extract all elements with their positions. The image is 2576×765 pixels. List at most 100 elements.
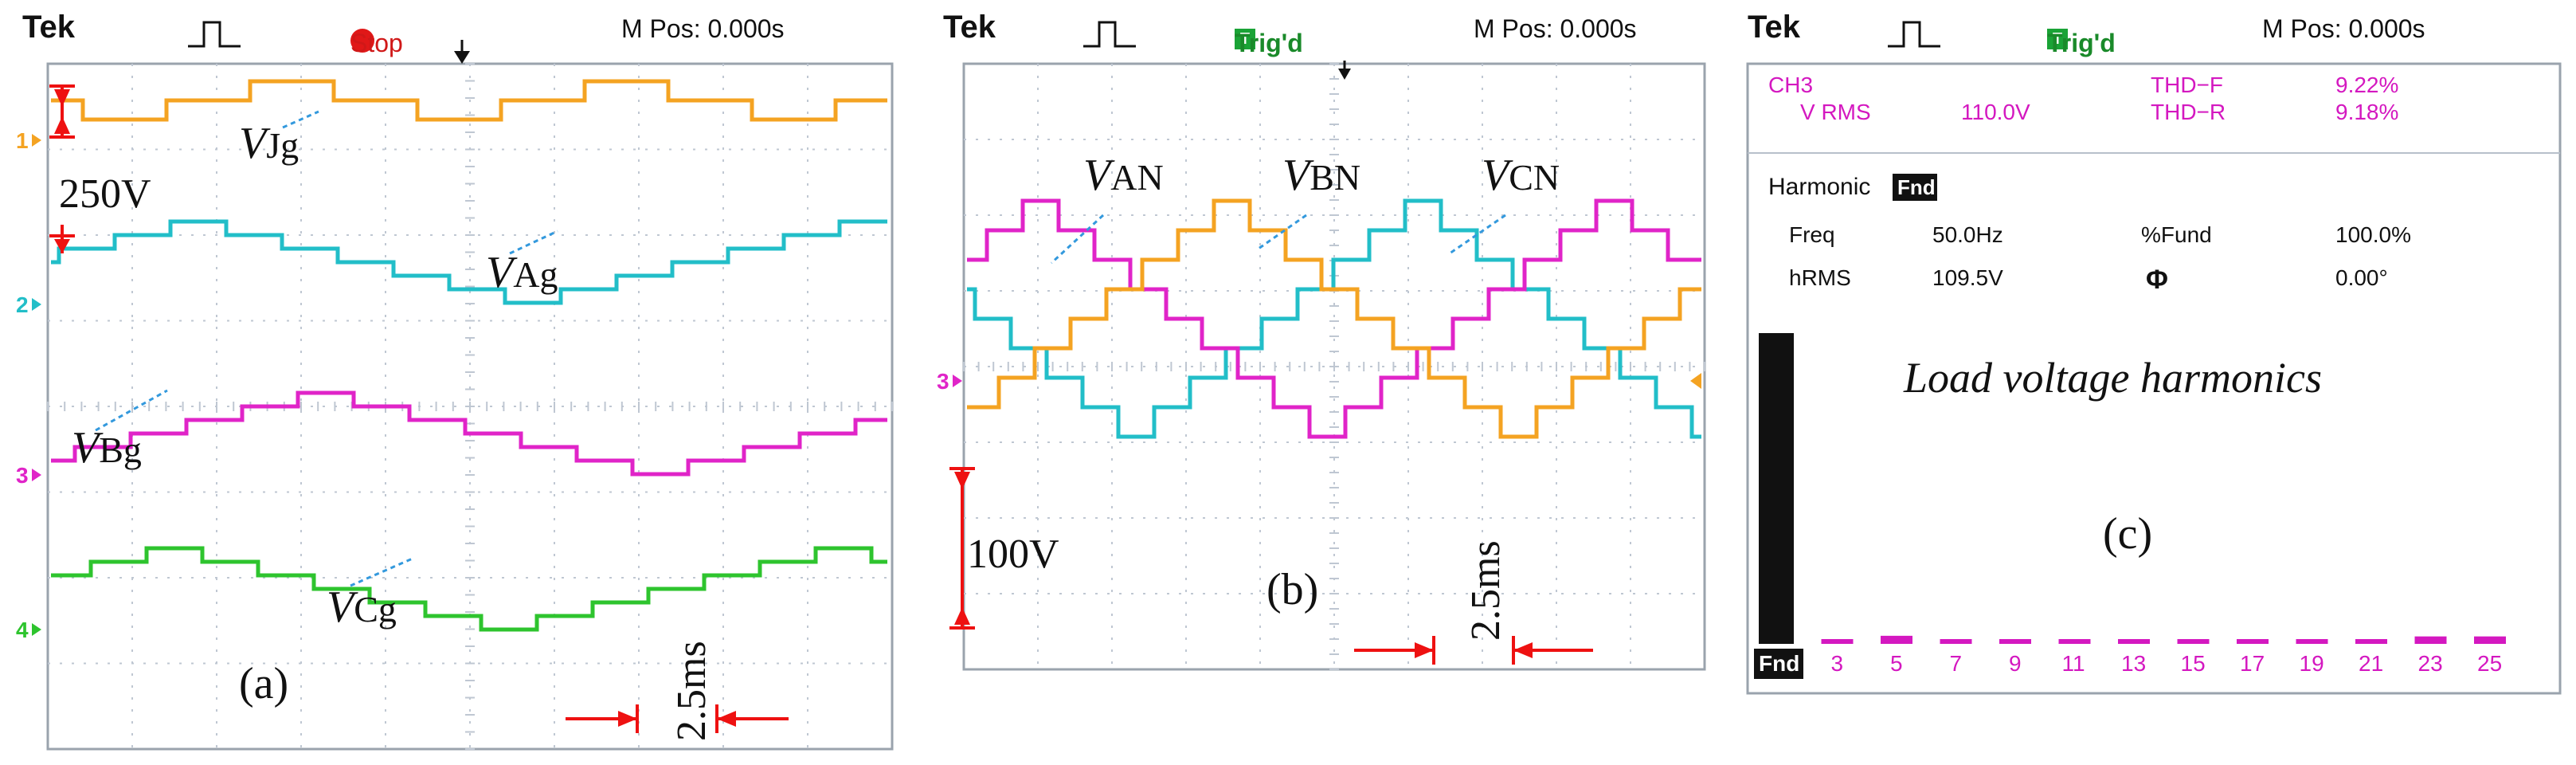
trigger-t-icon: T [2047,29,2068,49]
readout-fund-value: 100.0% [2335,222,2411,247]
panel-b: Tek T Trig'd M Pos: 0.000s 3 VAN VBN VCN 100V… [932,0,1736,765]
channel-marker-4-num: 4 [16,618,29,642]
time-scale-arrow-b-right-head [1513,642,1533,658]
readout-thdr-value: 9.18% [2335,100,2398,124]
time-scale-arrow-b-left-head [1415,642,1434,658]
channel-marker-1-arrow [32,134,41,147]
trigger-level-icon [1690,373,1701,389]
scope-header-c: Tek T Trig'd M Pos: 0.000s [1736,0,2576,64]
stop-dot-icon [350,29,374,53]
caption-b: (b) [1266,565,1318,614]
harmonic-bar-15 [2177,639,2210,644]
time-scale-label: 2.5ms [669,641,714,741]
series-VAg [51,219,887,305]
pulse-icon [1888,21,1940,48]
tick-label-15: 15 [2181,651,2206,676]
readout-thdf-value: 9.22% [2335,73,2398,97]
panel-c: Tek T Trig'd M Pos: 0.000s CH3 V RMS 110.0V… [1736,0,2576,765]
voltage-scale-label: 250V [59,171,151,217]
pulse-icon [1083,21,1136,48]
voltage-scale-arrow-b-head [954,472,970,489]
channel-marker-3-num: 3 [937,369,949,394]
mpos-readout: M Pos: 0.000s [621,14,785,43]
time-scale-label: 2.5ms [1463,540,1509,641]
series-label-VCN: VCN [1482,151,1560,200]
readout-channel: CH3 [1768,73,1813,97]
series-label-VJg: VJg [239,119,299,168]
tick-label-17: 17 [2240,651,2265,676]
tick-label-9: 9 [2009,651,2022,676]
series-VBg [51,390,887,477]
readout-hrms-value: 109.5V [1932,265,2003,290]
scope-header-b: Tek T Trig'd M Pos: 0.000s [932,0,1736,64]
time-scale-arrow-a-left-head [618,711,637,727]
series-label-VAN: VAN [1083,151,1164,200]
harmonic-bar-11 [2058,639,2091,644]
tick-label-box-fnd [1754,649,1803,679]
brand-label: Tek [943,10,996,45]
leader-VJg [282,110,319,129]
readout-freq-label: Freq [1789,222,1835,247]
tick-label-25: 25 [2477,651,2502,676]
leader-VAg [509,230,558,255]
channel-marker-4-arrow [32,623,41,636]
series-VCN [967,198,1701,439]
harmonic-bar-23 [2414,636,2447,644]
series-label-VBN: VBN [1282,151,1360,200]
tick-label-21: 21 [2359,651,2383,676]
leader-VAN [1050,214,1105,265]
readout-vrms-value: 110.0V [1961,100,2030,124]
voltage-scale-arrow-a-head [54,89,70,107]
harmonic-select-value: Fnd [1897,175,1936,199]
tick-label-3: 3 [1831,651,1844,676]
caption-a: (a) [239,659,288,708]
harmonic-select-box [1893,174,1937,201]
trigger-position-icon [454,51,470,64]
time-scale-arrow-a-right-head [717,711,736,727]
channel-marker-2-num: 2 [16,292,29,317]
mpos-readout: M Pos: 0.000s [1474,14,1637,43]
series-label-VAg: VAg [486,248,558,297]
pulse-icon [188,21,241,48]
readout-thdr-label: THD−R [2151,100,2226,124]
plot-a: 1 2 3 4 VJg VAg VBg VCg 250V 2.5ms (a) [16,40,894,751]
harmonic-bar-5 [1881,635,1912,644]
leader-VBN [1258,214,1307,250]
harmonic-bar-19 [2296,639,2328,644]
readout-freq-value: 50.0Hz [1932,222,2003,247]
readout-hrms-label: hRMS [1789,265,1851,290]
tick-label-13: 13 [2121,651,2146,676]
channel-marker-2-arrow [32,298,41,311]
tick-label-Fnd: Fnd [1759,651,1799,676]
voltage-scale-arrow-b-head [954,607,970,625]
channel-marker-1-num: 1 [16,128,29,153]
trigger-status: Trig'd [1235,29,1303,57]
readout-thdf-label: THD−F [2151,73,2223,97]
series-VCg [51,546,887,632]
plot-c: CH3 V RMS 110.0V THD−F 9.22% THD−R 9.18% Harmon… [1746,62,2562,695]
leader-VCg [350,556,415,587]
brand-label: Tek [22,10,75,45]
voltage-scale-label: 100V [967,532,1059,577]
readout-vrms-label: V RMS [1800,100,1871,124]
panel-a: Tek Stop M Pos: 0.000s 1 2 3 4 VJg VAg VBg VCg 2… [0,0,908,765]
series-label-VBg: VBg [72,423,142,473]
plot-b: 3 VAN VBN VCN 100V 2.5ms (b) [937,61,1706,671]
trigger-position-icon [1338,69,1351,80]
scope-header-a: Tek Stop M Pos: 0.000s [0,0,908,64]
series-VAN [967,198,1701,439]
leader-VCN [1449,214,1506,255]
harmonic-bar-17 [2237,639,2269,644]
series-label-VCg: VCg [327,583,397,632]
harmonic-bar-13 [2118,639,2150,644]
tick-label-5: 5 [1890,651,1903,676]
readout-phase-label: Φ [2146,265,2168,295]
readout-phase-value: 0.00° [2335,265,2388,290]
trigger-status: Trig'd [2047,29,2116,57]
voltage-scale-arrow-a2-head [54,239,70,253]
harmonic-bar-3 [1821,639,1854,644]
trigger-t-icon: T [1235,29,1255,49]
readout-fund-label: %Fund [2141,222,2212,247]
chart-title: Load voltage harmonics [1903,354,2322,402]
tick-label-19: 19 [2300,651,2324,676]
